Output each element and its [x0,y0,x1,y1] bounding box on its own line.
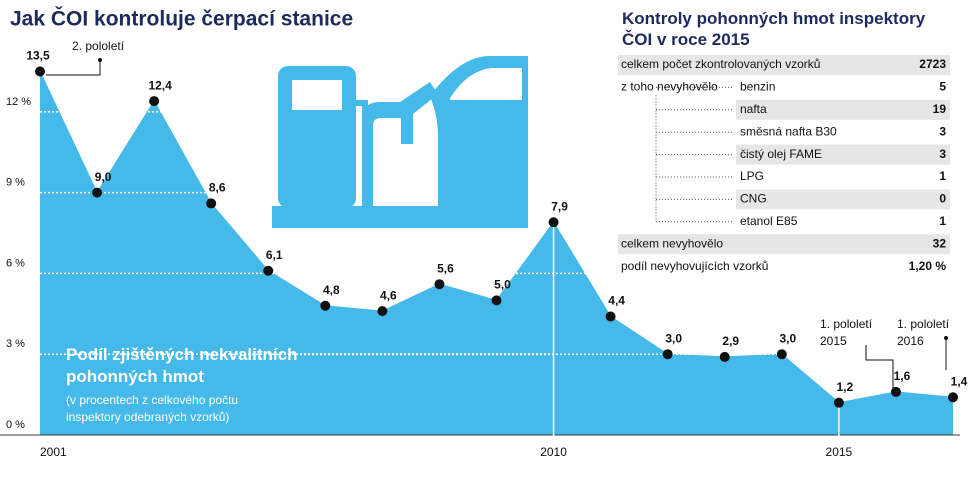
value-label: 8,6 [209,181,226,195]
row-value: 32 [933,236,947,250]
row-label: celkem počet zkontrolovaných vzorků [621,57,820,71]
point [776,349,787,360]
annotation-line [865,345,894,390]
row-value: 1,20 % [909,259,947,273]
row-band [736,189,950,210]
area-label: Podíl zjištěných nekvalitních pohonných h… [66,345,297,386]
value-label: 9,0 [95,170,112,184]
value-label: 4,6 [380,288,397,302]
row-label: podíl nevyhovujících vzorků [621,259,768,273]
table-title: Kontroly pohonných hmot inspektory ČOI v … [622,9,926,49]
point [434,279,445,290]
value-label: 1,4 [951,374,968,388]
value-label: 2,9 [722,334,739,348]
point [719,351,730,362]
table: Kontroly pohonných hmot inspektory ČOI v … [618,9,950,273]
group-label: z toho nevyhovělo [621,80,718,94]
x-tick-label: 2001 [40,445,67,459]
point [377,306,388,317]
value-label: 12,4 [148,78,172,92]
point [35,66,45,77]
chart-title: Jak ČOI kontroluje čerpací stanice [10,7,353,31]
value-label: 4,8 [323,283,340,297]
point [548,217,559,228]
row-value: 5 [939,80,946,94]
y-tick-label: 3 % [6,338,25,350]
row-value: 3 [939,124,946,138]
sub-label: nafta [740,102,767,116]
value-label: 3,0 [779,331,796,345]
sub-label: CNG [740,192,767,206]
row-band [618,55,950,75]
annotation-line [46,60,101,76]
value-label: 13,5 [26,49,50,63]
value-label: 5,0 [494,278,511,292]
y-tick-label: 0 % [6,419,25,431]
point [662,349,673,360]
sub-label: benzin [740,80,775,94]
sub-label: etanol E85 [740,214,798,228]
row-band [736,99,950,120]
pump-icon [272,56,528,228]
point [890,386,901,397]
point [320,300,331,311]
value-label: 5,6 [437,261,454,275]
annotation: 1. pololetí 2016 [897,317,950,348]
point [206,198,217,209]
sub-label: čistý olej FAME [740,147,822,161]
y-tick-label: 9 % [6,177,25,189]
row-value: 2723 [919,57,946,71]
x-tick-label: 2015 [826,445,853,459]
annotation-dot [944,336,948,340]
annotation: 2. pololetí [72,39,125,53]
area-subtitle: (v procentech z celkového počtu inspektor… [66,393,238,424]
value-label: 1,2 [837,380,854,394]
point [149,96,160,107]
value-label: 1,6 [894,369,911,383]
point [833,397,844,408]
area [40,71,953,435]
row-band [618,234,950,255]
value-label: 6,1 [266,248,283,262]
point [92,187,103,198]
sub-label: LPG [740,169,764,183]
value-label: 7,9 [551,199,568,213]
annotation-dot [98,58,102,62]
row-value: 0 [939,192,946,206]
value-label: 3,0 [665,331,682,345]
point [263,265,274,276]
row-value: 1 [939,169,946,183]
y-tick-label: 6 % [6,257,25,269]
row-label: celkem nevyhovělo [621,236,723,250]
sub-label: směsná nafta B30 [740,124,837,138]
value-label: 4,4 [608,294,625,308]
row-band [736,144,950,165]
row-value: 3 [939,147,946,161]
row-value: 1 [939,214,946,228]
y-tick-label: 12 % [6,96,31,108]
annotation: 1. pololetí 2015 [820,317,873,348]
point [948,392,958,403]
x-tick-label: 2010 [540,445,567,459]
point [491,295,502,306]
point [605,311,616,322]
row-value: 19 [933,102,947,116]
